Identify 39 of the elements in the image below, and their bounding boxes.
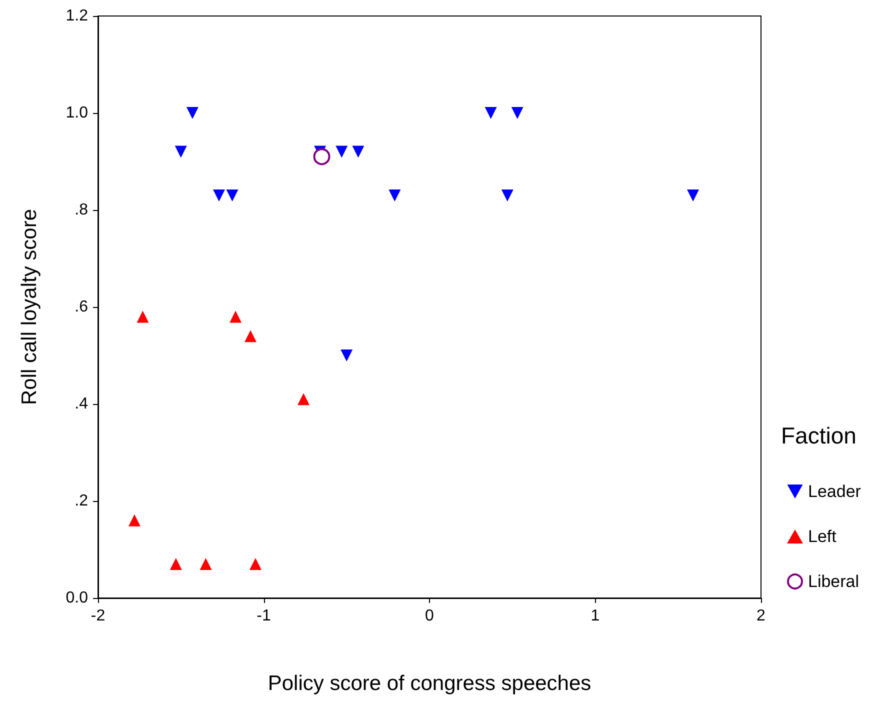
y-tick-label: .6 (74, 298, 88, 316)
point (340, 350, 353, 362)
legend-label: Leader (808, 482, 862, 501)
point (244, 330, 256, 342)
point (136, 310, 149, 323)
point (230, 310, 242, 323)
point (484, 107, 497, 119)
y-tick-label: 1.0 (66, 104, 88, 122)
point (249, 558, 262, 570)
point (200, 558, 212, 570)
point (212, 189, 225, 202)
x-tick-label: 0 (425, 608, 434, 624)
legend-label: Liberal (808, 572, 860, 591)
y-axis-title: Roll call loyalty score (18, 208, 41, 406)
point (687, 189, 700, 202)
x-tick-label: 2 (756, 608, 766, 624)
x-tick-label: -1 (256, 608, 271, 624)
y-tick-label: .8 (74, 202, 88, 218)
point (313, 148, 330, 166)
point (501, 189, 514, 202)
point (128, 514, 140, 526)
point (186, 107, 198, 119)
x-axis-title: Policy score of congress speeches (268, 672, 592, 695)
point (174, 146, 187, 158)
x-tick-label: -2 (90, 608, 106, 624)
legend-label: Left (808, 527, 837, 546)
y-tick-label: .4 (74, 396, 88, 412)
point (226, 189, 238, 202)
point (298, 393, 310, 406)
y-tick-label: .2 (74, 492, 88, 510)
legend-title: Faction (781, 422, 856, 448)
point (336, 146, 348, 158)
y-tick-label: 0.0 (66, 590, 88, 606)
y-tick-label: 1.2 (66, 8, 88, 24)
point (511, 107, 524, 119)
point (352, 146, 364, 158)
point (170, 558, 182, 570)
point (388, 189, 401, 202)
x-tick-label: 1 (590, 608, 600, 624)
